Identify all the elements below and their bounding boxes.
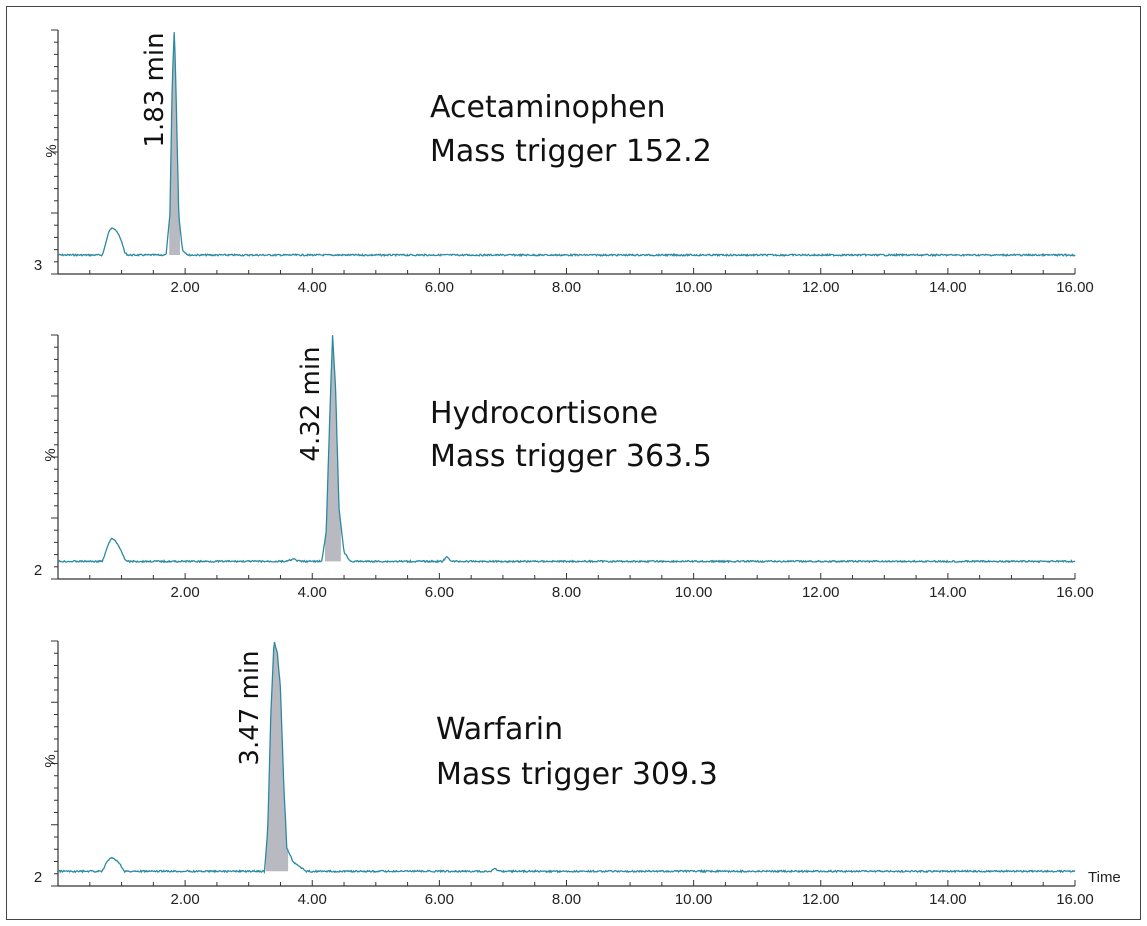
x-tick-label: 10.00 bbox=[675, 279, 713, 296]
x-tick-label: 12.00 bbox=[802, 584, 840, 601]
y-axis-label: % bbox=[42, 754, 59, 767]
peak-integration-area bbox=[169, 31, 180, 256]
panel-acetaminophen: 2.00 4.00 6.00 8.00 10.00 12.00 14.00 16.00 % 3… bbox=[34, 29, 1094, 296]
mass-trigger-label: Mass trigger 363.5 bbox=[430, 439, 712, 474]
peak-retention-label: 1.83 min bbox=[140, 32, 170, 147]
x-tick-label: 8.00 bbox=[552, 584, 581, 601]
plot-area: 2.00 4.00 6.00 8.00 10.00 12.00 14.00 16.00 bbox=[51, 640, 1094, 908]
x-tick-label: 16.00 bbox=[1056, 891, 1094, 908]
panel-hydrocortisone: 2.00 4.00 6.00 8.00 10.00 12.00 14.00 16.00 % 2… bbox=[34, 334, 1094, 601]
y-min-label: 2 bbox=[34, 562, 42, 579]
x-tick-label: 4.00 bbox=[298, 891, 327, 908]
x-tick-label: 6.00 bbox=[425, 891, 454, 908]
x-tick-label: 8.00 bbox=[552, 891, 581, 908]
y-min-label: 3 bbox=[34, 257, 42, 274]
x-tick-label: 2.00 bbox=[171, 891, 200, 908]
y-axis-label: % bbox=[43, 144, 60, 157]
x-tick-label: 16.00 bbox=[1056, 584, 1094, 601]
y-min-label: 2 bbox=[34, 869, 42, 886]
peak-integration-area bbox=[325, 337, 341, 562]
mass-trigger-label: Mass trigger 309.3 bbox=[436, 757, 718, 792]
y-axis-label: % bbox=[42, 448, 59, 461]
x-tick-label: 8.00 bbox=[552, 279, 581, 296]
compound-name: Hydrocortisone bbox=[430, 396, 658, 431]
x-tick-label: 6.00 bbox=[425, 279, 454, 296]
peak-retention-label: 4.32 min bbox=[296, 346, 326, 461]
compound-name: Acetaminophen bbox=[430, 90, 666, 125]
x-tick-label: 6.00 bbox=[425, 584, 454, 601]
x-tick-label: 4.00 bbox=[298, 279, 327, 296]
series-trace bbox=[57, 641, 1076, 875]
x-tick-label: 2.00 bbox=[171, 279, 200, 296]
plot-area: 2.00 4.00 6.00 8.00 10.00 12.00 14.00 16.00 bbox=[51, 334, 1094, 601]
x-tick-label: 12.00 bbox=[802, 891, 840, 908]
x-tick-label: 10.00 bbox=[675, 584, 713, 601]
peak-integration-area bbox=[265, 641, 289, 872]
x-tick-label: 2.00 bbox=[171, 584, 200, 601]
mass-trigger-label: Mass trigger 152.2 bbox=[430, 134, 712, 169]
x-axis-label: Time bbox=[1088, 869, 1121, 886]
peak-retention-label: 3.47 min bbox=[235, 650, 265, 765]
x-tick-label: 14.00 bbox=[929, 891, 967, 908]
figure-frame bbox=[6, 6, 1141, 920]
plot-area: 2.00 4.00 6.00 8.00 10.00 12.00 14.00 16.00 bbox=[51, 29, 1094, 296]
x-tick-label: 12.00 bbox=[802, 279, 840, 296]
x-tick-label: 10.00 bbox=[675, 891, 713, 908]
x-tick-label: 14.00 bbox=[929, 584, 967, 601]
series-trace bbox=[57, 32, 1076, 258]
compound-name: Warfarin bbox=[436, 712, 563, 747]
series-trace bbox=[57, 335, 1076, 564]
x-tick-label: 16.00 bbox=[1056, 279, 1094, 296]
x-tick-label: 4.00 bbox=[298, 584, 327, 601]
x-tick-label: 14.00 bbox=[929, 279, 967, 296]
panel-warfarin: 2.00 4.00 6.00 8.00 10.00 12.00 14.00 16.00 % 2… bbox=[34, 640, 1121, 908]
